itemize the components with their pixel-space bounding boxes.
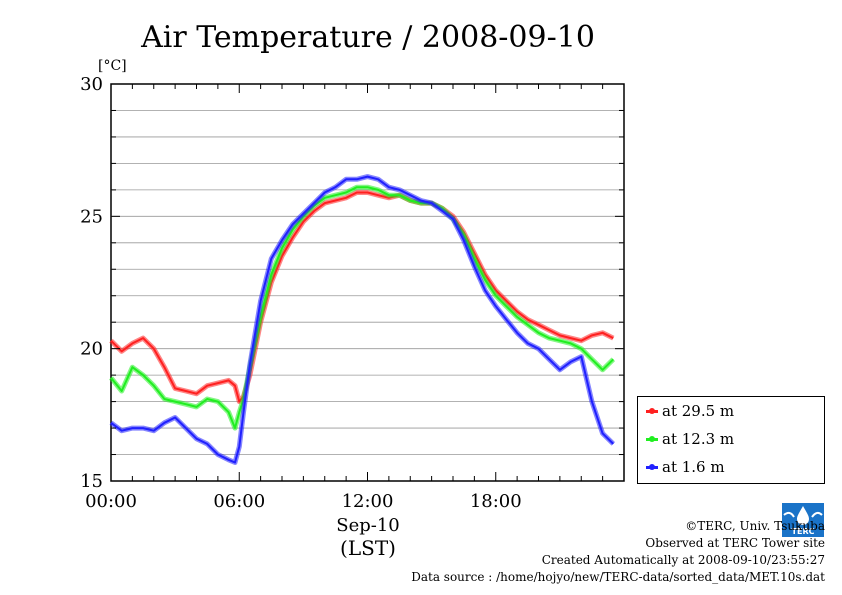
y-tick-label: 25 — [80, 206, 103, 227]
x-tick-label: 12:00 — [342, 491, 394, 512]
y-axis-label: [°C] — [98, 58, 127, 74]
observed-text: Observed at TERC Tower site — [645, 536, 825, 550]
copyright-text: ©TERC, Univ. Tsukuba — [685, 519, 825, 533]
series-line — [110, 191, 614, 403]
plot-frame — [110, 83, 625, 482]
data-source-text: Data source : /home/hojyo/new/TERC-data/… — [411, 570, 825, 584]
chart-title: Air Temperature / 2008-09-10 — [140, 20, 595, 55]
series-halo — [109, 174, 616, 465]
legend-item: at 1.6 m — [646, 457, 725, 477]
logo-text: TERC — [792, 527, 815, 536]
y-tick-label: 30 — [80, 74, 103, 95]
x-tick-label: 00:00 — [85, 491, 137, 512]
legend-label: at 29.5 m — [662, 402, 735, 420]
series-line — [110, 175, 615, 464]
y-tick-label: 15 — [80, 471, 103, 492]
legend: at 29.5 m at 12.3 m at 1.6 m — [637, 396, 825, 484]
x-tick-label: 06:00 — [213, 491, 265, 512]
legend-swatch-blue — [646, 463, 658, 470]
legend-item: at 29.5 m — [646, 401, 734, 421]
series-halo — [109, 190, 615, 405]
terc-logo: TERC — [782, 503, 824, 537]
legend-swatch-green — [646, 435, 658, 442]
legend-swatch-red — [646, 407, 658, 414]
x-tick-label: 18:00 — [470, 491, 522, 512]
legend-label: at 12.3 m — [662, 430, 735, 448]
legend-item: at 12.3 m — [646, 429, 734, 449]
x-axis-label: Sep-10 — [336, 515, 400, 536]
credits: ©TERC, Univ. Tsukuba Observed at TERC To… — [411, 518, 825, 586]
legend-label: at 1.6 m — [662, 458, 725, 476]
series-line — [110, 186, 615, 430]
x-axis-sublabel: (LST) — [340, 536, 396, 560]
created-text: Created Automatically at 2008-09-10/23:5… — [541, 553, 825, 567]
y-tick-label: 20 — [80, 339, 103, 360]
